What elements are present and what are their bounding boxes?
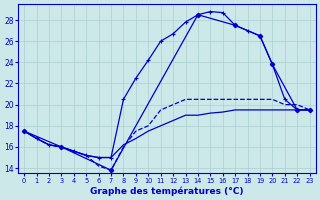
- X-axis label: Graphe des températures (°C): Graphe des températures (°C): [90, 186, 244, 196]
